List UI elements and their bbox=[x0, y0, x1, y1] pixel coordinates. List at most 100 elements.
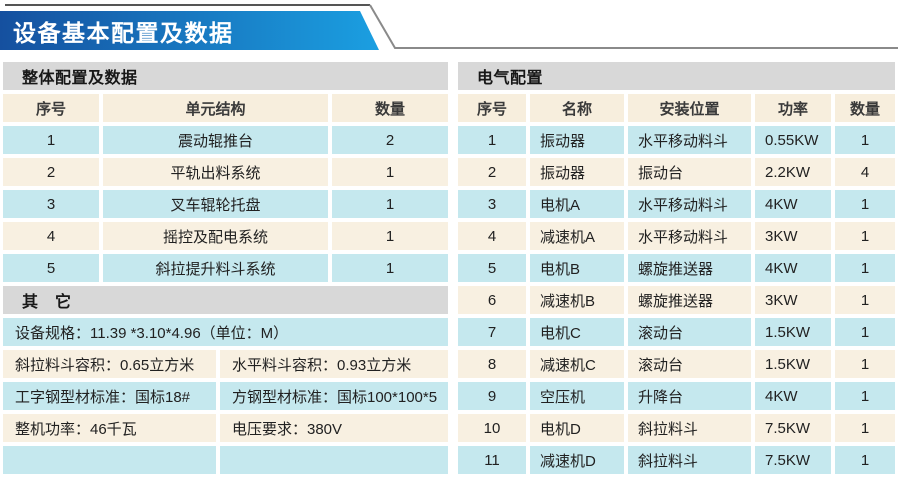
col-header-no: 序号 bbox=[458, 94, 526, 122]
cell-name: 减速机A bbox=[530, 222, 624, 250]
cell-power: 1.5KW bbox=[755, 350, 831, 378]
cell-no: 8 bbox=[458, 350, 526, 378]
spec-text-right: 电压要求：380V bbox=[220, 414, 448, 442]
angled-rule-line bbox=[369, 4, 898, 49]
right-table-row: 2 振动器 振动台 2.2KW 4 bbox=[458, 158, 895, 186]
cell-power: 4KW bbox=[755, 382, 831, 410]
right-table-row: 9 空压机 升降台 4KW 1 bbox=[458, 382, 895, 410]
cell-name: 电机D bbox=[530, 414, 624, 442]
cell-no: 1 bbox=[458, 126, 526, 154]
cell-position: 滚动台 bbox=[628, 318, 751, 346]
cell-position: 水平移动料斗 bbox=[628, 190, 751, 218]
spec-text-left: 斜拉料斗容积：0.65立方米 bbox=[3, 350, 216, 378]
cell-no: 6 bbox=[458, 286, 526, 314]
cell-unit-name: 震动辊推台 bbox=[103, 126, 328, 154]
cell-position: 升降台 bbox=[628, 382, 751, 410]
cell-name: 减速机D bbox=[530, 446, 624, 474]
left-table-body: 1 震动辊推台 2 2 平轨出料系统 1 3 叉车辊轮托盘 1 4 摇控及配电系统 1 5 斜拉提升料斗系… bbox=[3, 126, 448, 282]
cell-unit-name: 叉车辊轮托盘 bbox=[103, 190, 328, 218]
page-title: 设备基本配置及数据 bbox=[13, 20, 234, 46]
cell-name: 减速机B bbox=[530, 286, 624, 314]
cell-qty: 1 bbox=[835, 446, 895, 474]
spec-text-right: 水平料斗容积：0.93立方米 bbox=[220, 350, 448, 378]
cell-power: 1.5KW bbox=[755, 318, 831, 346]
section-header-electrical: 电气配置 bbox=[458, 62, 895, 90]
spec-text-right bbox=[220, 446, 448, 474]
section-header-overall: 整体配置及数据 bbox=[3, 62, 448, 90]
cell-qty: 4 bbox=[835, 158, 895, 186]
left-table-row: 2 平轨出料系统 1 bbox=[3, 158, 448, 186]
overall-config-table: 整体配置及数据 序号 单元结构 数量 1 震动辊推台 2 2 平轨出料系统 1 3 叉车辊轮托… bbox=[3, 62, 448, 478]
cell-qty: 1 bbox=[835, 222, 895, 250]
spec-text: 设备规格：11.39 *3.10*4.96（单位：M） bbox=[3, 318, 448, 346]
cell-qty: 1 bbox=[835, 350, 895, 378]
cell-power: 7.5KW bbox=[755, 446, 831, 474]
cell-name: 振动器 bbox=[530, 126, 624, 154]
col-header-qty: 数量 bbox=[835, 94, 895, 122]
spec-row bbox=[3, 446, 448, 474]
right-table-row: 5 电机B 螺旋推送器 4KW 1 bbox=[458, 254, 895, 282]
section-header-other: 其 它 bbox=[3, 286, 448, 314]
spec-text-left bbox=[3, 446, 216, 474]
cell-no: 5 bbox=[3, 254, 99, 282]
cell-qty: 1 bbox=[332, 158, 448, 186]
cell-position: 螺旋推送器 bbox=[628, 286, 751, 314]
banner-decoration bbox=[0, 4, 898, 50]
cell-qty: 1 bbox=[332, 190, 448, 218]
right-table-row: 6 减速机B 螺旋推送器 3KW 1 bbox=[458, 286, 895, 314]
cell-no: 2 bbox=[458, 158, 526, 186]
right-table-row: 4 减速机A 水平移动料斗 3KW 1 bbox=[458, 222, 895, 250]
left-table-row: 5 斜拉提升料斗系统 1 bbox=[3, 254, 448, 282]
cell-qty: 2 bbox=[332, 126, 448, 154]
left-table-row: 1 震动辊推台 2 bbox=[3, 126, 448, 154]
cell-position: 斜拉料斗 bbox=[628, 414, 751, 442]
cell-name: 减速机C bbox=[530, 350, 624, 378]
electrical-config-table: 电气配置 序号 名称 安装位置 功率 数量 1 振动器 水平移动料斗 0.55KW 1 2… bbox=[458, 62, 895, 478]
cell-qty: 1 bbox=[835, 190, 895, 218]
cell-name: 电机B bbox=[530, 254, 624, 282]
right-table-row: 8 减速机C 滚动台 1.5KW 1 bbox=[458, 350, 895, 378]
right-table-row: 7 电机C 滚动台 1.5KW 1 bbox=[458, 318, 895, 346]
cell-no: 9 bbox=[458, 382, 526, 410]
col-header-no: 序号 bbox=[3, 94, 99, 122]
right-table-header-row: 序号 名称 安装位置 功率 数量 bbox=[458, 94, 895, 122]
cell-qty: 1 bbox=[835, 382, 895, 410]
cell-qty: 1 bbox=[835, 318, 895, 346]
right-table-row: 1 振动器 水平移动料斗 0.55KW 1 bbox=[458, 126, 895, 154]
cell-name: 振动器 bbox=[530, 158, 624, 186]
spec-text-left: 整机功率：46千瓦 bbox=[3, 414, 216, 442]
right-table-row: 11 减速机D 斜拉料斗 7.5KW 1 bbox=[458, 446, 895, 474]
banner-ribbon bbox=[0, 11, 379, 50]
col-header-power: 功率 bbox=[755, 94, 831, 122]
spec-row: 整机功率：46千瓦 电压要求：380V bbox=[3, 414, 448, 442]
cell-name: 空压机 bbox=[530, 382, 624, 410]
col-header-name: 名称 bbox=[530, 94, 624, 122]
col-header-qty: 数量 bbox=[332, 94, 448, 122]
cell-position: 滚动台 bbox=[628, 350, 751, 378]
cell-power: 0.55KW bbox=[755, 126, 831, 154]
cell-no: 5 bbox=[458, 254, 526, 282]
spec-row: 斜拉料斗容积：0.65立方米 水平料斗容积：0.93立方米 bbox=[3, 350, 448, 378]
spec-row: 工字钢型材标准：国标18# 方钢型材标准：国标100*100*5 bbox=[3, 382, 448, 410]
right-table-row: 3 电机A 水平移动料斗 4KW 1 bbox=[458, 190, 895, 218]
cell-name: 电机C bbox=[530, 318, 624, 346]
spec-text-left: 工字钢型材标准：国标18# bbox=[3, 382, 216, 410]
right-table-row: 10 电机D 斜拉料斗 7.5KW 1 bbox=[458, 414, 895, 442]
cell-qty: 1 bbox=[835, 286, 895, 314]
cell-qty: 1 bbox=[332, 222, 448, 250]
cell-no: 3 bbox=[458, 190, 526, 218]
cell-power: 4KW bbox=[755, 190, 831, 218]
cell-unit-name: 摇控及配电系统 bbox=[103, 222, 328, 250]
cell-qty: 1 bbox=[332, 254, 448, 282]
cell-qty: 1 bbox=[835, 414, 895, 442]
cell-no: 2 bbox=[3, 158, 99, 186]
cell-no: 1 bbox=[3, 126, 99, 154]
cell-no: 10 bbox=[458, 414, 526, 442]
cell-position: 水平移动料斗 bbox=[628, 126, 751, 154]
spec-row: 设备规格：11.39 *3.10*4.96（单位：M） bbox=[3, 318, 448, 346]
cell-no: 3 bbox=[3, 190, 99, 218]
cell-qty: 1 bbox=[835, 254, 895, 282]
cell-no: 4 bbox=[458, 222, 526, 250]
cell-power: 4KW bbox=[755, 254, 831, 282]
